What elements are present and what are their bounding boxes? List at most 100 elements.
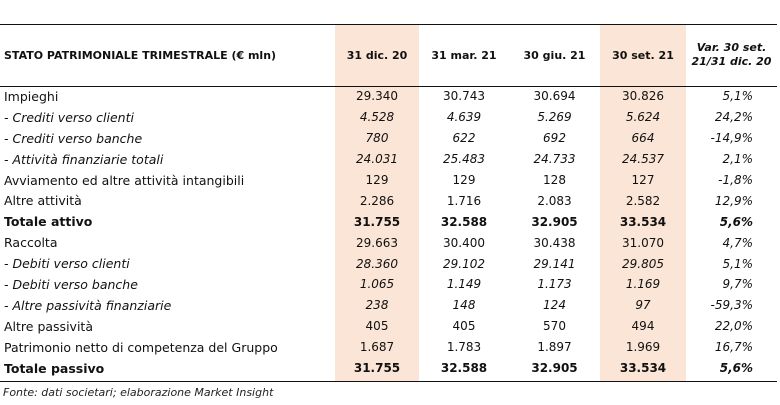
cell-mar21: 405 <box>452 319 476 334</box>
cell-sep21: 1.969 <box>625 340 661 355</box>
cell-jun21: 128 <box>543 173 566 187</box>
cell-variation: 22,0% <box>714 319 753 334</box>
cell-jun21: 1.897 <box>537 340 572 355</box>
cell-sep21: 29.805 <box>622 256 664 271</box>
cell-dec20: 29.663 <box>356 235 398 250</box>
row-label: - Crediti verso banche <box>4 130 143 146</box>
header-title: STATO PATRIMONIALE TRIMESTRALE (€ mln) <box>4 48 277 62</box>
cell-dec20: 405 <box>365 319 389 334</box>
cell-mar21: 30.743 <box>443 89 485 104</box>
cell-jun21: 29.141 <box>533 256 576 271</box>
balance-sheet-table: STATO PATRIMONIALE TRIMESTRALE (€ mln) 3… <box>0 24 777 378</box>
table-header-row: STATO PATRIMONIALE TRIMESTRALE (€ mln) 3… <box>0 24 777 86</box>
cell-dec20: 31.755 <box>353 214 401 229</box>
cell-variation: 24,2% <box>714 110 753 125</box>
header-variation-line1: Var. 30 set. <box>696 41 767 54</box>
cell-mar21: 32.588 <box>440 361 488 376</box>
header-col-jun21: 30 giu. 21 <box>523 48 586 62</box>
header-col-sep21: 30 set. 21 <box>612 48 674 62</box>
row-label: Raccolta <box>4 235 58 251</box>
table-row: Impieghi 29.340 30.743 30.694 30.826 5,1% <box>0 86 777 107</box>
table-row: Altre passività 405 405 570 494 22,0% <box>0 316 777 337</box>
header-variation-line2: 21/31 dic. 20 <box>691 55 772 68</box>
cell-dec20: 4.528 <box>359 110 395 125</box>
cell-dec20: 2.286 <box>359 193 395 208</box>
cell-jun21: 32.905 <box>531 361 578 376</box>
bottom-rule <box>0 381 777 382</box>
cell-variation: -1,8% <box>718 173 753 187</box>
table-row: - Crediti verso clienti 4.528 4.639 5.269 5.… <box>0 107 777 128</box>
cell-jun21: 2.083 <box>537 193 572 208</box>
table-row: Altre attività 2.286 1.716 2.083 2.582 12,9% <box>0 190 777 211</box>
cell-mar21: 1.716 <box>446 193 482 208</box>
cell-variation: 4,7% <box>722 235 754 250</box>
cell-mar21: 1.149 <box>446 277 482 292</box>
row-label: Impieghi <box>4 88 59 104</box>
cell-sep21: 664 <box>631 131 655 146</box>
cell-dec20: 238 <box>365 298 389 313</box>
cell-mar21: 32.588 <box>440 214 488 229</box>
cell-sep21: 2.582 <box>625 193 661 208</box>
cell-dec20: 1.065 <box>359 277 395 292</box>
cell-jun21: 30.694 <box>533 89 576 104</box>
header-col-dec20: 31 dic. 20 <box>346 48 408 62</box>
cell-variation: 9,7% <box>722 277 754 292</box>
cell-jun21: 5.269 <box>537 110 572 125</box>
cell-dec20: 780 <box>365 131 389 146</box>
cell-variation: 16,7% <box>714 340 753 355</box>
table-row: Totale passivo 31.755 32.588 32.905 33.534 5,… <box>0 358 777 379</box>
table-row: - Debiti verso clienti 28.360 29.102 29.141… <box>0 253 777 274</box>
cell-variation: 12,9% <box>714 193 753 208</box>
cell-jun21: 32.905 <box>531 214 578 229</box>
cell-mar21: 4.639 <box>446 110 482 125</box>
highlight-column-sep21 <box>600 24 686 382</box>
cell-mar21: 129 <box>452 173 476 187</box>
row-label: - Debiti verso clienti <box>4 256 130 272</box>
cell-sep21: 5.624 <box>625 110 661 125</box>
header-rule <box>0 86 777 87</box>
cell-variation: -59,3% <box>710 298 753 313</box>
cell-sep21: 33.534 <box>619 214 667 229</box>
cell-mar21: 30.400 <box>443 235 485 250</box>
row-label: Totale attivo <box>4 214 93 230</box>
cell-variation: 2,1% <box>722 152 754 167</box>
table-row: Patrimonio netto di competenza del Grupp… <box>0 337 777 358</box>
cell-mar21: 1.783 <box>446 340 482 355</box>
row-label: Totale passivo <box>4 360 105 376</box>
cell-jun21: 30.438 <box>533 235 576 250</box>
cell-dec20: 29.340 <box>356 89 398 104</box>
cell-jun21: 692 <box>543 131 566 146</box>
row-label: - Debiti verso banche <box>4 276 138 292</box>
table-body: Impieghi 29.340 30.743 30.694 30.826 5,1% - Cr… <box>0 86 777 378</box>
table-row: Avviamento ed altre attività intangibili… <box>0 170 777 191</box>
cell-sep21: 127 <box>631 173 655 187</box>
cell-variation: 5,6% <box>719 214 753 229</box>
table-row: Raccolta 29.663 30.400 30.438 31.070 4,7% <box>0 232 777 253</box>
cell-jun21: 1.173 <box>537 277 572 292</box>
cell-mar21: 25.483 <box>443 152 485 167</box>
row-label: - Crediti verso clienti <box>4 109 134 125</box>
table-row: - Attività finanziarie totali 24.031 25.48… <box>0 149 777 170</box>
table-row: - Crediti verso banche 780 622 692 664 -14,9% <box>0 128 777 149</box>
cell-sep21: 24.537 <box>622 152 664 167</box>
row-label: - Attività finanziarie totali <box>4 151 164 167</box>
cell-jun21: 124 <box>543 298 566 313</box>
cell-variation: 5,1% <box>722 256 754 271</box>
row-label: Altre attività <box>4 193 82 209</box>
cell-sep21: 33.534 <box>619 361 667 376</box>
cell-sep21: 97 <box>635 298 651 313</box>
cell-dec20: 28.360 <box>356 256 398 271</box>
cell-sep21: 1.169 <box>625 277 661 292</box>
header-col-variation: Var. 30 set. 21/31 dic. 20 <box>686 24 777 86</box>
table-row: - Debiti verso banche 1.065 1.149 1.173 1.16… <box>0 274 777 295</box>
highlight-column-dec20 <box>335 24 419 382</box>
row-label: Avviamento ed altre attività intangibili <box>4 172 245 188</box>
cell-variation: 5,1% <box>722 89 754 104</box>
row-label: - Altre passività finanziarie <box>4 297 172 313</box>
row-label: Patrimonio netto di competenza del Grupp… <box>4 339 278 355</box>
row-label: Altre passività <box>4 318 93 334</box>
cell-sep21: 31.070 <box>622 235 664 250</box>
cell-dec20: 129 <box>365 173 389 187</box>
cell-mar21: 148 <box>452 298 476 313</box>
